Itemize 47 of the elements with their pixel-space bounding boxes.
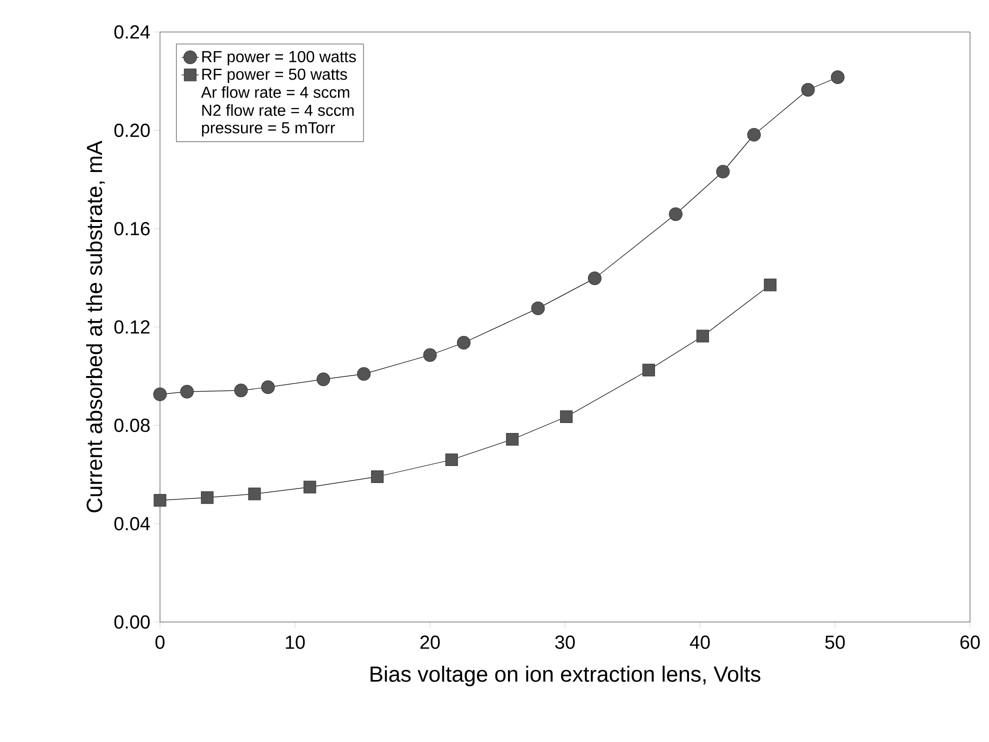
point [371, 470, 384, 484]
annotation: Ar flow rate = 4 sccm [201, 86, 350, 98]
point [445, 453, 458, 466]
point [716, 164, 730, 178]
x-tick-label: 50 [825, 636, 845, 649]
point [560, 410, 573, 424]
x-tick-label: 30 [555, 636, 575, 649]
y-tick-label: 0.20 [114, 124, 150, 138]
point [248, 488, 261, 500]
point [747, 128, 761, 142]
point [153, 388, 167, 402]
x-tick-label: 60 [960, 636, 980, 649]
y-tick-label: 0.08 [114, 418, 150, 432]
point [234, 384, 248, 398]
legend-label: RF power = 50 watts [202, 68, 348, 84]
point [180, 384, 194, 398]
y-tick-label: 0.24 [114, 25, 150, 39]
point [456, 336, 471, 350]
point [304, 480, 316, 494]
point [764, 278, 777, 292]
y-axis-title: Current absorbed at the substrate, mA [86, 140, 105, 512]
point [200, 491, 214, 504]
point [506, 433, 519, 446]
annotation: pressure = 5 mTorr [202, 122, 335, 137]
point [357, 367, 371, 381]
x-axis-title: Bias voltage on ion extraction lens, Volts [370, 666, 760, 686]
point [588, 272, 602, 286]
point [642, 364, 656, 376]
y-tick-label: 0.04 [114, 516, 150, 530]
x-tick-label: 20 [420, 636, 440, 649]
legend-label: RF power = 100 watts [202, 50, 356, 66]
x-tick-label: 40 [690, 636, 710, 649]
y-tick-label: 0.00 [114, 615, 150, 629]
point [261, 380, 275, 394]
point [801, 82, 815, 97]
y-tick-label: 0.16 [114, 222, 150, 236]
point [668, 207, 683, 221]
x-tick-label: 10 [286, 636, 305, 649]
point [423, 348, 437, 362]
x-tick-label: 0 [155, 636, 165, 649]
point [696, 330, 710, 342]
point [830, 70, 845, 84]
point [531, 302, 545, 316]
point [316, 372, 330, 386]
y-tick-label: 0.12 [114, 320, 150, 334]
annotation: N2 flow rate = 4 sccm [202, 104, 354, 116]
point [154, 494, 166, 507]
